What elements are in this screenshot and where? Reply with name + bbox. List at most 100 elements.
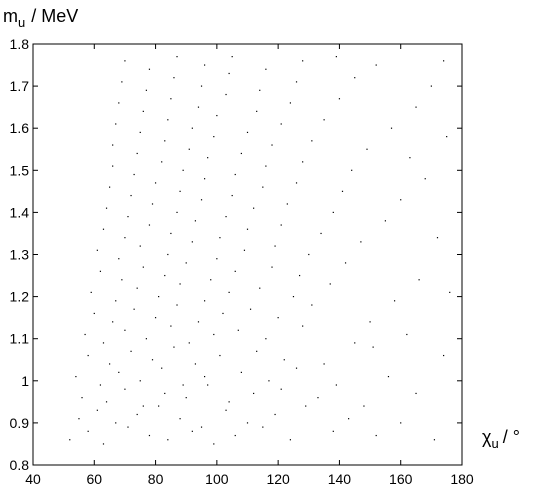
point: [216, 114, 218, 117]
point: [344, 262, 347, 264]
point: [93, 312, 95, 315]
point: [136, 287, 138, 289]
point: [305, 405, 307, 407]
point: [443, 354, 445, 357]
y-tick-label: 1: [21, 373, 29, 389]
point: [75, 375, 77, 378]
point: [354, 77, 356, 79]
point: [127, 426, 129, 428]
point: [188, 148, 190, 150]
point: [393, 300, 396, 302]
point: [228, 72, 230, 75]
point: [185, 262, 187, 264]
point: [161, 367, 163, 369]
point: [164, 140, 166, 142]
point: [253, 392, 255, 395]
point: [78, 418, 80, 420]
point: [112, 144, 114, 146]
point: [424, 178, 426, 180]
point: [265, 338, 267, 340]
point: [139, 380, 141, 382]
point: [249, 308, 252, 310]
point: [308, 253, 310, 256]
point: [170, 325, 172, 327]
point: [109, 363, 111, 365]
point: [164, 274, 166, 277]
point: [418, 279, 420, 281]
point: [335, 384, 337, 386]
point: [109, 186, 111, 188]
point: [185, 397, 187, 399]
point: [280, 224, 282, 226]
x-label-unit: / °: [503, 427, 520, 447]
point: [176, 211, 178, 213]
point: [188, 342, 190, 344]
point: [259, 287, 261, 289]
point: [102, 228, 105, 230]
point: [332, 211, 334, 213]
y-label-subscript: u: [18, 15, 25, 30]
point: [446, 136, 448, 138]
point: [366, 148, 368, 150]
point: [200, 199, 203, 201]
point: [253, 207, 255, 209]
point: [387, 375, 390, 378]
point: [302, 60, 304, 62]
point: [323, 119, 325, 121]
point: [225, 409, 227, 411]
point: [292, 296, 295, 298]
point: [443, 60, 445, 62]
point: [341, 190, 344, 192]
point: [433, 439, 436, 441]
point: [148, 68, 151, 70]
point: [302, 161, 304, 163]
point: [105, 207, 108, 209]
point: [167, 253, 169, 256]
point: [289, 102, 291, 104]
point: [225, 93, 227, 96]
point: [295, 182, 298, 184]
y-tick-label: 1.8: [10, 36, 30, 52]
point: [234, 270, 236, 272]
point: [191, 127, 193, 129]
point: [436, 237, 439, 239]
point: [216, 258, 218, 260]
y-tick-label: 1.5: [10, 162, 30, 178]
point: [142, 266, 144, 268]
point: [265, 68, 267, 70]
point: [409, 157, 411, 159]
point: [280, 388, 282, 390]
point: [102, 342, 105, 344]
x-tick-label: 160: [389, 471, 413, 487]
point: [449, 291, 451, 293]
point: [231, 56, 233, 58]
point: [329, 283, 331, 285]
point: [204, 375, 206, 378]
point: [222, 312, 224, 315]
point: [124, 329, 126, 331]
point: [133, 173, 135, 176]
x-label-subscript: u: [491, 436, 498, 451]
point: [105, 401, 108, 403]
point: [161, 161, 163, 163]
point: [204, 178, 206, 180]
x-tick-label: 120: [266, 471, 290, 487]
point: [289, 439, 291, 441]
point: [295, 81, 298, 83]
point: [191, 430, 193, 432]
point: [197, 106, 200, 108]
point: [96, 409, 98, 411]
point: [176, 304, 178, 306]
point: [323, 363, 325, 365]
point: [415, 392, 417, 395]
point: [158, 296, 160, 298]
point: [87, 430, 89, 432]
y-tick-label: 0.9: [10, 415, 30, 431]
point: [173, 346, 175, 348]
point: [369, 321, 371, 323]
point: [179, 283, 181, 285]
point: [277, 317, 279, 319]
point: [274, 413, 276, 416]
point: [280, 123, 282, 125]
point: [317, 397, 319, 399]
